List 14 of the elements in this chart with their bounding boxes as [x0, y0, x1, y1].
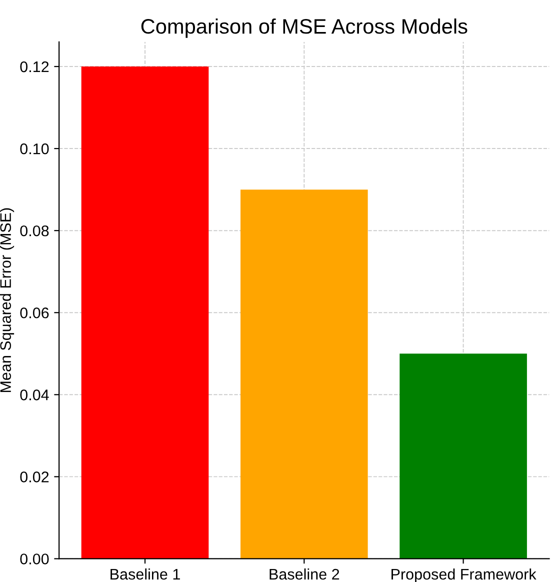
x-tick-label: Baseline 1: [110, 568, 180, 580]
y-tick-label: 0.02: [20, 472, 49, 482]
y-tick-label: 0.12: [20, 61, 49, 72]
bar: [240, 190, 368, 559]
bar: [81, 66, 209, 559]
y-tick-label: 0.08: [20, 225, 49, 236]
chart-title: Comparison of MSE Across Models: [141, 18, 468, 38]
y-tick-label: 0.06: [20, 307, 49, 318]
y-tick-label: 0.00: [20, 554, 49, 564]
bar: [400, 354, 527, 559]
y-axis-title: Mean Squared Error (MSE): [0, 208, 14, 392]
y-tick-label: 0.04: [20, 390, 49, 400]
x-tick-label: Baseline 2: [270, 568, 340, 580]
y-tick-label: 0.10: [20, 143, 49, 154]
